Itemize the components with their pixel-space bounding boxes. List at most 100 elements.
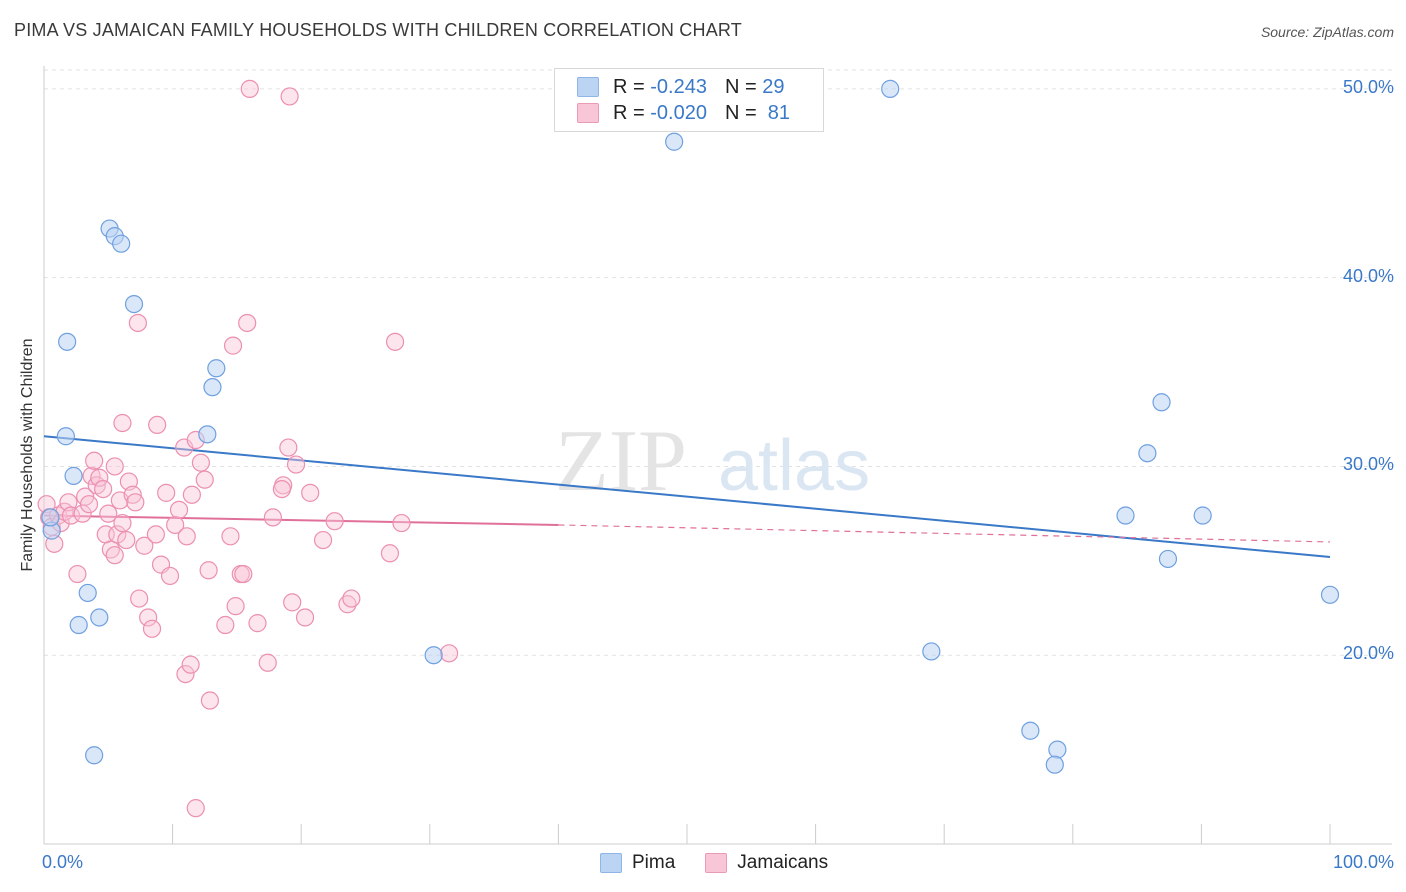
pima-point	[112, 234, 131, 253]
jamaicans-point	[169, 500, 189, 519]
jamaicans-point	[113, 513, 132, 533]
chart-source: Source: ZipAtlas.com	[1260, 24, 1394, 40]
pima-point	[1138, 444, 1157, 463]
legend-row-jamaicans: R = -0.020 N = 81	[577, 101, 790, 125]
jamaicans-point	[279, 438, 298, 457]
legend-row-pima: R = -0.243 N = 29	[577, 75, 784, 99]
jamaicans-point	[99, 504, 118, 523]
jamaicans-point	[146, 525, 165, 544]
watermark-atlas: atlas	[718, 426, 870, 506]
jamaicans-point	[200, 691, 219, 710]
pima-point	[41, 508, 60, 527]
jamaicans-point	[94, 479, 113, 499]
jamaicans-point	[157, 483, 176, 502]
jamaicans-point	[105, 546, 124, 565]
pima-point	[1045, 755, 1064, 774]
pima-point	[64, 466, 83, 485]
legend-item-jamaicans[interactable]: Jamaicans	[705, 852, 828, 874]
jamaicans-point	[126, 493, 145, 512]
jamaicans-point	[272, 479, 292, 499]
watermark: ZIP atlas	[555, 413, 870, 510]
y-tick-label: 50.0%	[1342, 76, 1394, 97]
jamaicans-legend-swatch	[705, 853, 728, 873]
pima-legend-swatch	[600, 853, 622, 873]
series-legend: Pima Jamaicans	[600, 852, 858, 874]
jamaicans-point	[148, 415, 167, 435]
jamaicans-point	[139, 608, 158, 627]
n-label: N =	[724, 75, 757, 98]
jamaicans-point	[234, 564, 253, 584]
jamaicans-point	[113, 413, 132, 433]
jamaicans-point	[199, 561, 218, 580]
pima-point	[56, 427, 75, 446]
jamaicans-point	[280, 87, 299, 106]
jamaicans-point	[195, 470, 214, 489]
jamaicans-point	[142, 619, 162, 638]
jamaicans-point	[240, 79, 259, 98]
r-label: R =	[613, 101, 645, 124]
pima-point	[1116, 506, 1135, 525]
pima-point	[881, 79, 900, 98]
jamaicans-point	[258, 653, 277, 672]
jamaicans-point	[221, 527, 240, 546]
jamaicans-point	[263, 508, 283, 527]
legend-item-pima[interactable]: Pima	[600, 852, 675, 874]
jamaicans-swatch	[577, 103, 599, 123]
correlation-legend: R = -0.243 N = 29 R = -0.020 N = 81	[554, 68, 824, 132]
jamaicans-point	[226, 597, 245, 616]
jamaicans-point	[313, 530, 333, 550]
jamaicans-point	[160, 566, 180, 586]
pima-point	[78, 583, 97, 603]
jamaicans-point	[191, 453, 210, 472]
n-value-pima: 29	[762, 75, 785, 98]
jamaicans-point	[59, 493, 78, 512]
axes	[43, 66, 1392, 845]
jamaicans-point	[176, 664, 195, 684]
y-tick-label: 30.0%	[1342, 454, 1394, 475]
jamaicans-point	[108, 525, 127, 544]
pima-point	[203, 378, 222, 397]
pima-points	[41, 79, 1340, 774]
pima-trend-line	[43, 435, 1331, 559]
trend-lines	[43, 435, 1331, 559]
jamaicans-point	[177, 527, 196, 546]
pima-point	[90, 608, 109, 627]
pima-swatch	[577, 77, 599, 97]
pima-point	[1048, 740, 1067, 759]
x-tick-label-max: 100.0%	[1332, 852, 1394, 872]
r-value-jamaicans: -0.020	[650, 101, 707, 124]
jamaicans-point	[181, 655, 200, 674]
jamaicans-point	[128, 313, 147, 333]
jamaicans-point	[342, 589, 361, 608]
pima-point	[1021, 721, 1040, 740]
pima-point	[85, 746, 104, 765]
pima-point	[1320, 585, 1340, 604]
jamaicans-point	[130, 589, 149, 608]
jamaicans-point	[182, 485, 201, 504]
jamaicans-point	[105, 457, 124, 476]
jamaicans-point	[68, 564, 87, 584]
chart-title: PIMA VS JAMAICAN FAMILY HOUSEHOLDS WITH …	[14, 20, 742, 40]
jamaicans-point	[380, 544, 400, 563]
jamaicans-point	[295, 608, 315, 627]
r-value-pima: -0.243	[650, 75, 707, 98]
pima-point	[58, 332, 77, 351]
pima-point	[1158, 549, 1178, 569]
pima-point	[69, 615, 88, 635]
pima-legend-label: Pima	[632, 852, 676, 873]
jamaicans-point	[238, 313, 257, 333]
pima-point	[1152, 393, 1171, 412]
y-tick-label: 40.0%	[1342, 265, 1394, 286]
jamaicans-point	[216, 615, 235, 635]
x-tick-label-min: 0.0%	[42, 852, 84, 872]
pima-point	[198, 425, 217, 444]
jamaicans-point	[286, 455, 306, 474]
jamaicans-point	[79, 495, 99, 514]
jamaicans-point	[135, 536, 154, 555]
pima-point	[207, 359, 226, 378]
jamaicans-point	[186, 799, 205, 818]
jamaicans-legend-label: Jamaicans	[737, 852, 829, 873]
n-label: N =	[724, 101, 757, 124]
jamaicans-point	[439, 644, 459, 663]
